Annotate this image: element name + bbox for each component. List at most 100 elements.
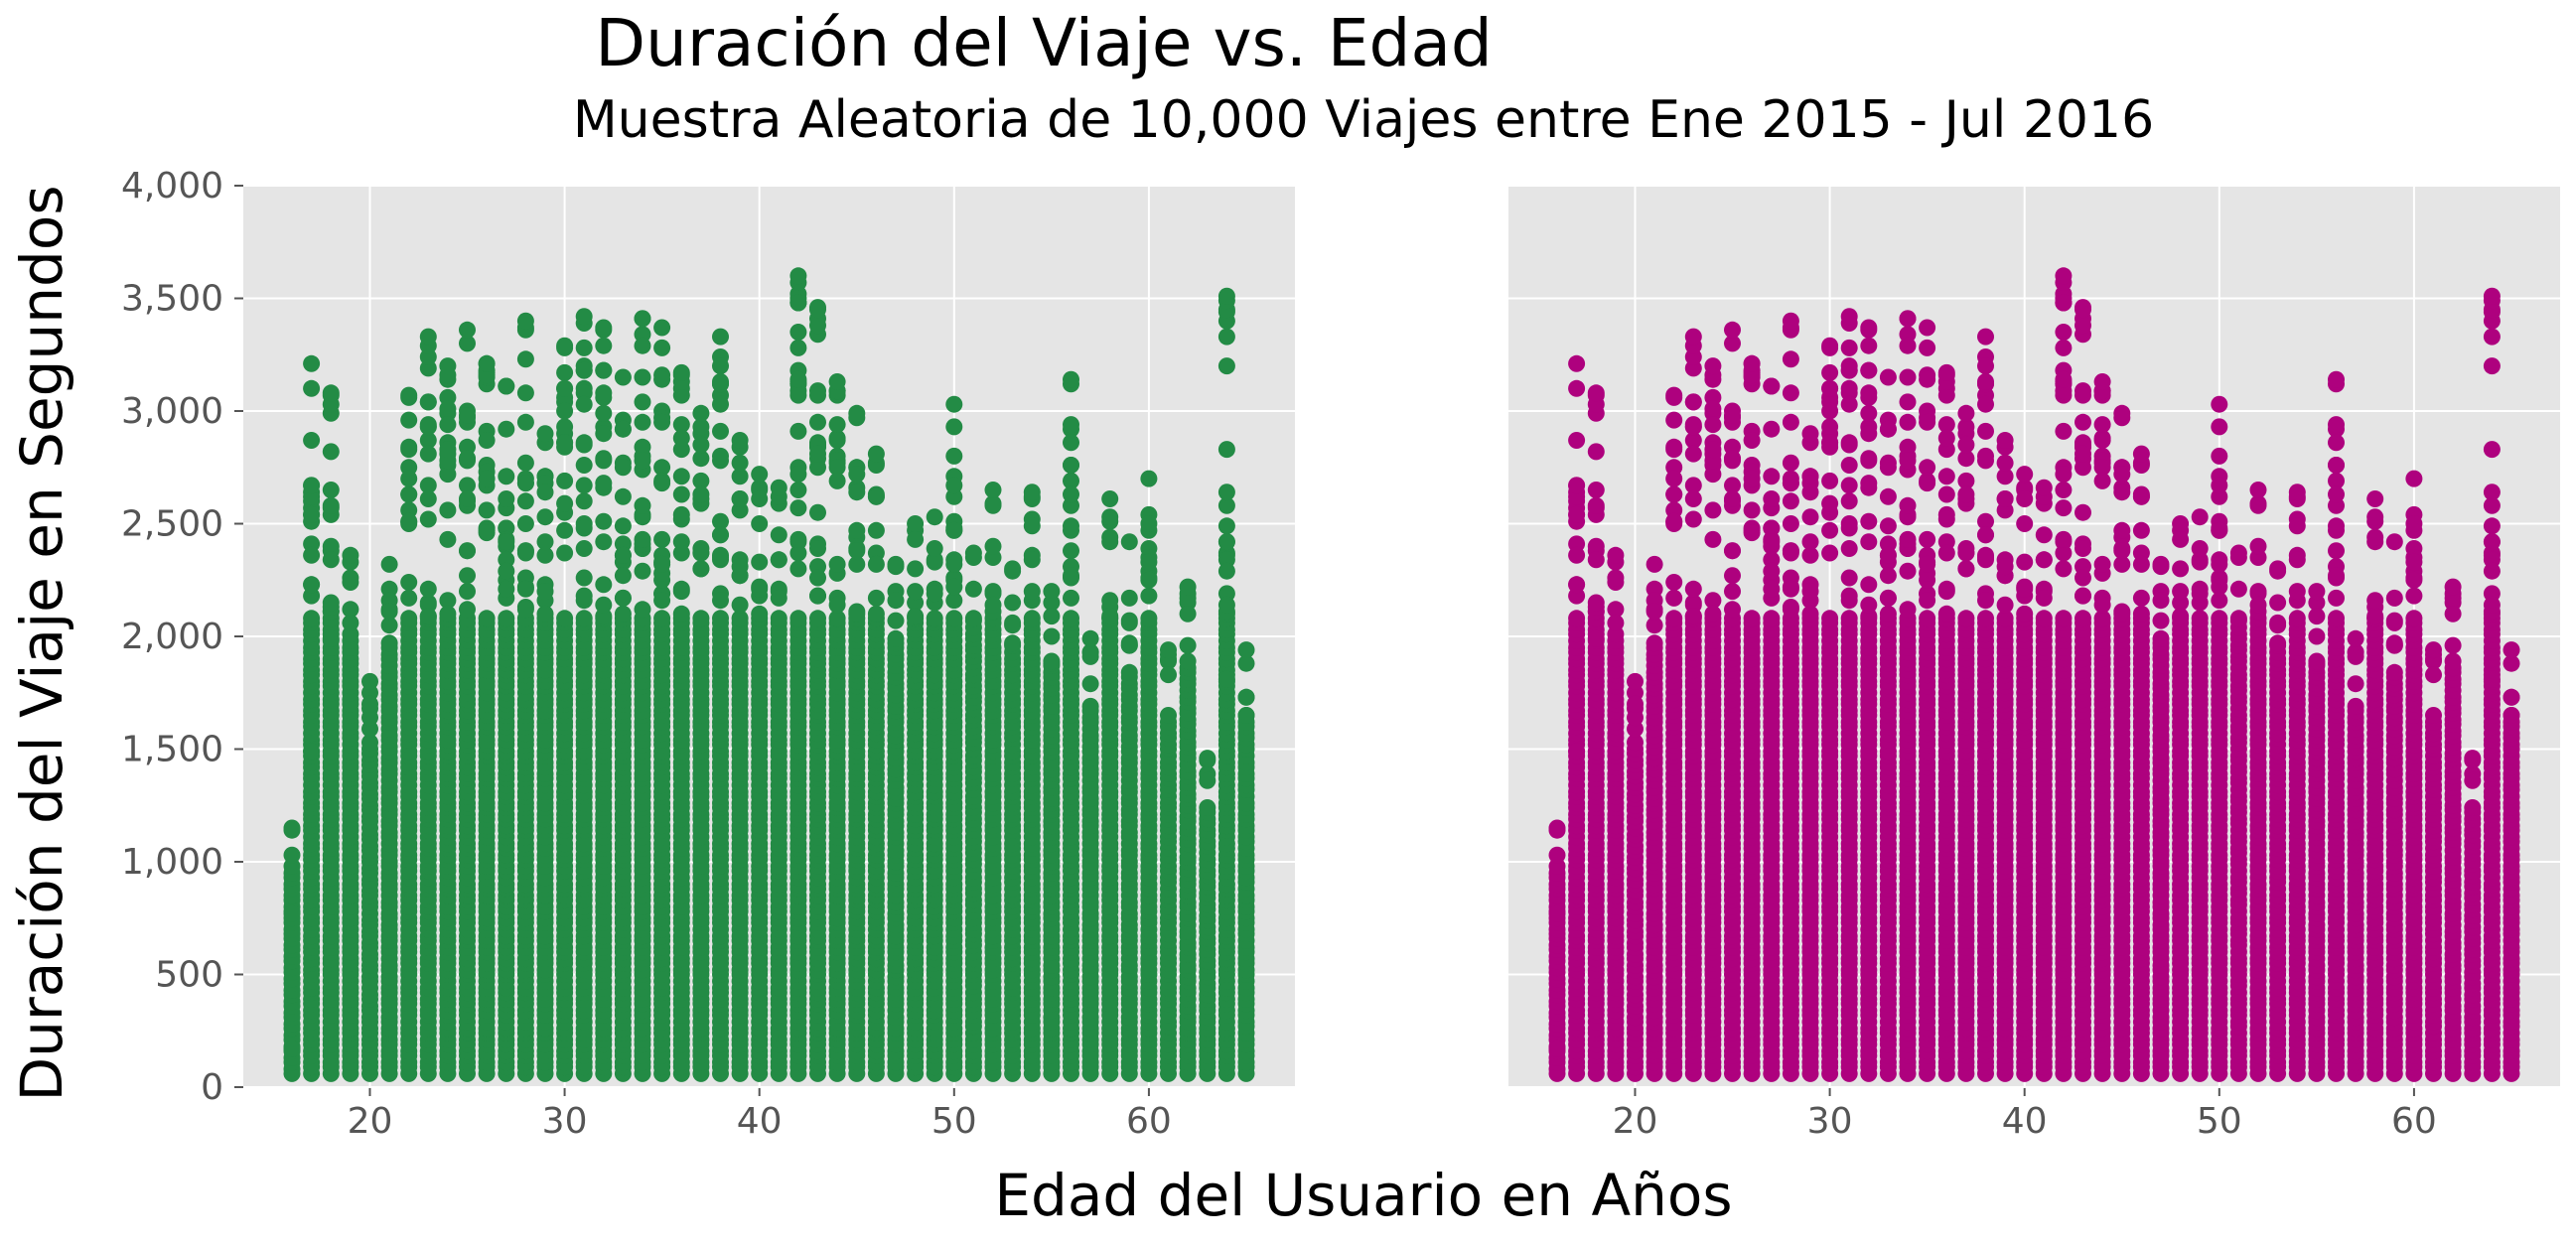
scatter-point bbox=[1140, 610, 1158, 627]
scatter-point bbox=[848, 404, 866, 422]
scatter-point bbox=[1101, 528, 1119, 546]
scatter-point bbox=[828, 555, 846, 573]
scatter-point bbox=[283, 1039, 301, 1057]
scatter-point bbox=[1043, 583, 1061, 601]
scatter-point bbox=[536, 605, 554, 623]
scatter-point bbox=[672, 485, 690, 503]
scatter-point bbox=[1179, 636, 1197, 654]
scatter-point bbox=[380, 617, 398, 634]
scatter-point bbox=[1568, 477, 1586, 494]
scatter-point bbox=[1548, 846, 1566, 864]
scatter-point bbox=[964, 544, 982, 562]
scatter-point bbox=[1587, 443, 1605, 461]
scatter-point bbox=[1120, 589, 1138, 607]
scatter-point bbox=[789, 466, 807, 484]
scatter-point bbox=[1199, 799, 1216, 816]
scatter-point bbox=[1043, 608, 1061, 625]
scatter-point bbox=[516, 492, 534, 510]
scatter-point bbox=[984, 596, 1002, 614]
scatter-point bbox=[1627, 672, 1644, 690]
scatter-points bbox=[283, 267, 1255, 1082]
y-tick-label: 2,000 bbox=[121, 617, 223, 657]
scatter-point bbox=[653, 413, 671, 431]
scatter-point bbox=[1646, 555, 1663, 573]
scatter-point bbox=[575, 395, 593, 413]
scatter-point bbox=[556, 521, 574, 539]
scatter-point bbox=[556, 472, 574, 489]
scatter-point bbox=[1217, 287, 1235, 305]
scatter-point bbox=[653, 592, 671, 610]
scatter-point bbox=[926, 585, 943, 603]
panels: 20 30 40 50 6005001,0001,5002,0002,5003,0003… bbox=[121, 166, 2560, 1142]
scatter-point bbox=[1607, 614, 1625, 631]
scatter-point bbox=[751, 490, 769, 507]
scatter-point bbox=[575, 610, 593, 627]
scatter-point bbox=[1237, 641, 1255, 659]
scatter-point bbox=[361, 695, 378, 713]
scatter-point bbox=[342, 614, 359, 631]
scatter-point bbox=[283, 904, 301, 922]
scatter-point bbox=[1199, 750, 1216, 767]
scatter-point bbox=[731, 432, 749, 449]
scatter-point bbox=[439, 416, 457, 434]
scatter-point bbox=[303, 610, 321, 627]
scatter-point bbox=[478, 470, 496, 487]
scatter-point bbox=[887, 592, 905, 610]
scatter-point bbox=[984, 482, 1002, 498]
scatter-point bbox=[614, 546, 632, 564]
scatter-point bbox=[907, 583, 925, 601]
scatter-point bbox=[614, 589, 632, 607]
scatter-point bbox=[1101, 608, 1119, 625]
scatter-point bbox=[498, 533, 515, 551]
scatter-point bbox=[459, 407, 476, 424]
scatter-point bbox=[770, 479, 787, 496]
scatter-point bbox=[1063, 517, 1079, 535]
scatter-point bbox=[342, 546, 359, 564]
scatter-point bbox=[419, 393, 437, 411]
scatter-point bbox=[556, 402, 574, 420]
scatter-point bbox=[809, 301, 826, 319]
scatter-point bbox=[692, 610, 710, 627]
scatter-point bbox=[303, 354, 321, 372]
scatter-point bbox=[459, 583, 476, 601]
scatter-point bbox=[1179, 652, 1197, 670]
scatter-point bbox=[945, 610, 963, 627]
scatter-point bbox=[1101, 592, 1119, 610]
scatter-point bbox=[575, 477, 593, 494]
scatter-point bbox=[1004, 617, 1022, 634]
scatter-point bbox=[712, 395, 729, 413]
scatter-point bbox=[1199, 771, 1216, 789]
scatter-point bbox=[770, 551, 787, 569]
scatter-point bbox=[731, 490, 749, 507]
scatter-point bbox=[575, 434, 593, 452]
scatter-point bbox=[809, 610, 826, 627]
scatter-point bbox=[498, 420, 515, 438]
scatter-point bbox=[1004, 634, 1022, 652]
scatter-point bbox=[1587, 384, 1605, 402]
scatter-point bbox=[712, 610, 729, 627]
scatter-point bbox=[672, 583, 690, 601]
scatter-point bbox=[342, 569, 359, 587]
scatter-point bbox=[907, 560, 925, 578]
scatter-point bbox=[400, 574, 418, 591]
scatter-point bbox=[459, 321, 476, 339]
scatter-point bbox=[1023, 484, 1041, 501]
scatter-point bbox=[419, 580, 437, 598]
scatter-point bbox=[1120, 612, 1138, 629]
scatter-point bbox=[848, 605, 866, 623]
scatter-point bbox=[1120, 663, 1138, 681]
chart-title: Duración del Viaje vs. Edad bbox=[595, 5, 1493, 81]
scatter-point bbox=[1237, 688, 1255, 706]
x-tick-label: 30 bbox=[1807, 1101, 1853, 1142]
scatter-point bbox=[303, 743, 321, 761]
scatter-point bbox=[516, 413, 534, 431]
scatter-point bbox=[887, 629, 905, 647]
scatter-point bbox=[692, 560, 710, 578]
scatter-point bbox=[595, 384, 613, 402]
scatter-point bbox=[1568, 576, 1586, 594]
scatter-point bbox=[712, 447, 729, 465]
scatter-point bbox=[926, 540, 943, 557]
scatter-point bbox=[556, 363, 574, 381]
scatter-point bbox=[945, 395, 963, 413]
